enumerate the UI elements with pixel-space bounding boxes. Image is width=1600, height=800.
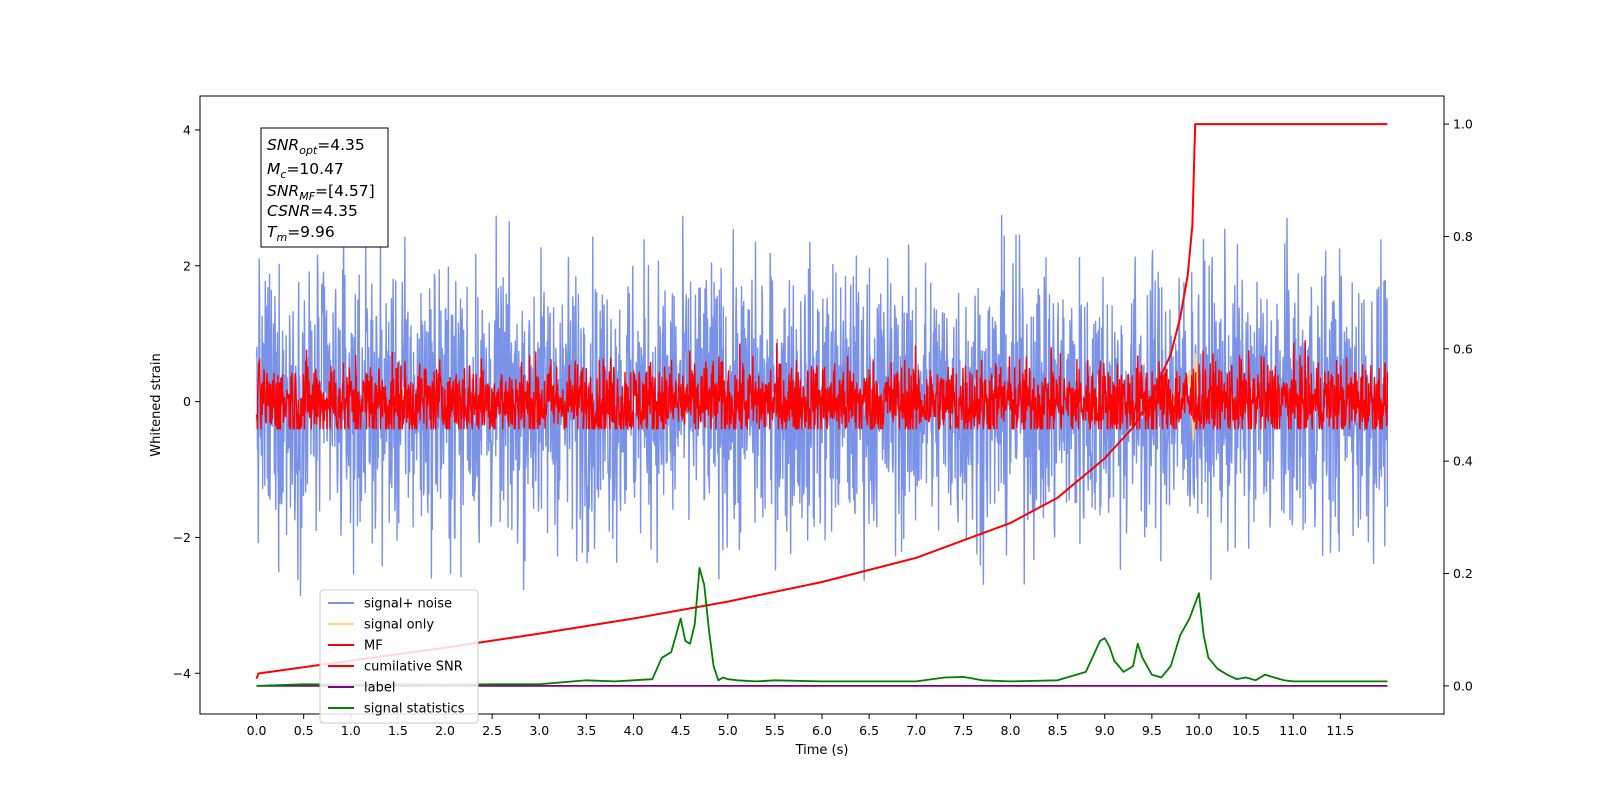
y2-axis-ticks: 0.0 0.2 0.4 0.6 0.8 1.0 xyxy=(1444,117,1473,693)
x-tick-label: 11.5 xyxy=(1326,723,1354,738)
y-tick-label: 4 xyxy=(183,122,191,137)
y2-tick-label: 0.2 xyxy=(1453,566,1473,581)
y-axis-ticks: −4 −2 0 2 4 xyxy=(173,122,200,681)
x-tick-label: 0.5 xyxy=(294,723,314,738)
x-tick-label: 6.5 xyxy=(859,723,879,738)
y2-tick-label: 0.6 xyxy=(1453,341,1473,356)
info-snr-opt: SNRopt=4.35 xyxy=(267,136,365,157)
legend-label-signal-statistics: signal statistics xyxy=(364,702,465,717)
y2-tick-label: 0.8 xyxy=(1453,229,1473,244)
x-tick-label: 3.0 xyxy=(529,723,549,738)
x-tick-label: 7.0 xyxy=(906,723,926,738)
x-tick-label: 8.5 xyxy=(1048,723,1068,738)
series-line-signal-statistics xyxy=(256,567,1388,687)
x-tick-label: 9.0 xyxy=(1095,723,1115,738)
x-tick-label: 7.5 xyxy=(953,723,973,738)
legend-label-signal-noise: signal+ noise xyxy=(364,597,452,612)
legend-label-mf: MF xyxy=(364,639,383,654)
x-tick-label: 11.0 xyxy=(1279,723,1307,738)
x-tick-label: 5.5 xyxy=(765,723,785,738)
x-tick-label: 5.0 xyxy=(718,723,738,738)
legend-label-cumilative-snr: cumilative SNR xyxy=(364,660,463,675)
series-line-mf xyxy=(255,340,1389,430)
x-tick-label: 1.5 xyxy=(388,723,408,738)
x-tick-label: 1.0 xyxy=(341,723,361,738)
y-tick-label: 2 xyxy=(183,258,191,273)
info-csnr: CSNR=4.35 xyxy=(267,202,358,220)
info-mc: Mc=10.47 xyxy=(267,160,344,181)
x-tick-label: 4.0 xyxy=(624,723,644,738)
y-tick-label: −4 xyxy=(173,666,191,681)
y2-tick-label: 0.4 xyxy=(1453,454,1473,469)
x-tick-label: 0.0 xyxy=(247,723,267,738)
y2-tick-label: 1.0 xyxy=(1453,117,1473,132)
x-tick-label: 10.0 xyxy=(1185,723,1213,738)
x-tick-label: 8.0 xyxy=(1001,723,1021,738)
x-tick-label: 10.5 xyxy=(1232,723,1260,738)
y-tick-label: −2 xyxy=(173,530,191,545)
info-box: SNRopt=4.35 Mc=10.47 SNRMF=[4.57] CSNR=4… xyxy=(260,127,389,248)
x-tick-label: 2.0 xyxy=(435,723,455,738)
info-tm: Tm=9.96 xyxy=(267,223,335,244)
legend-label-signal-only: signal only xyxy=(364,618,434,633)
legend-frame xyxy=(319,589,479,724)
info-box-frame xyxy=(260,127,389,248)
info-snr-mf: SNRMF=[4.57] xyxy=(267,182,375,203)
legend-label-label: label xyxy=(364,681,395,696)
y2-tick-label: 0.0 xyxy=(1453,678,1473,693)
x-tick-label: 4.5 xyxy=(671,723,691,738)
x-tick-label: 6.0 xyxy=(812,723,832,738)
y-tick-label: 0 xyxy=(183,394,191,409)
plot-area xyxy=(255,123,1389,687)
x-axis-ticks: 0.0 0.5 1.0 1.5 2.0 2.5 3.0 3.5 4.0 4.5 5.0 5.5 6.0 6… xyxy=(247,714,1354,738)
legend: signal+ noise signal only MF cumilative SNR… xyxy=(319,589,479,724)
x-tick-label: 2.5 xyxy=(482,723,502,738)
series-line-cumilative-snr xyxy=(255,123,1388,679)
x-tick-label: 3.5 xyxy=(576,723,596,738)
y-axis-label: Whitened strain xyxy=(149,353,164,456)
x-axis-label: Time (s) xyxy=(795,743,849,758)
x-tick-label: 9.5 xyxy=(1142,723,1162,738)
